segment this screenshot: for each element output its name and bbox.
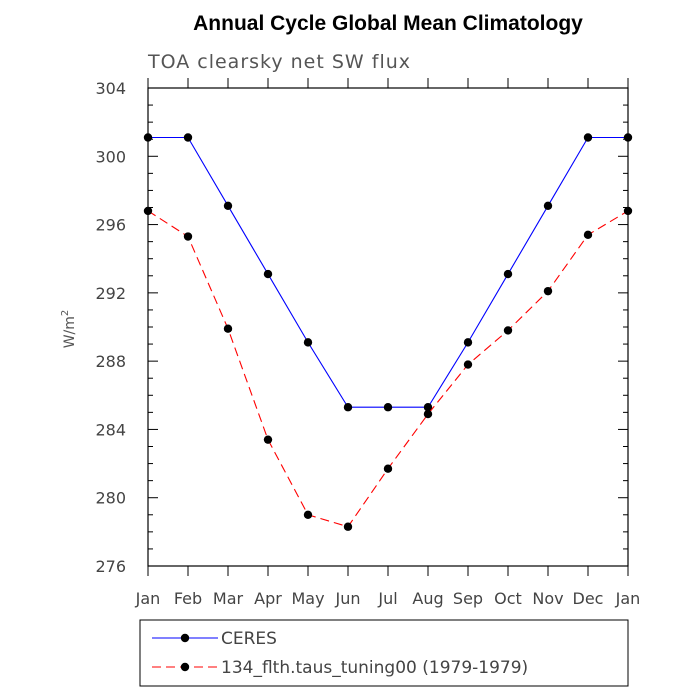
x-tick-label: Jul	[377, 589, 397, 608]
series-point-0	[623, 133, 633, 142]
series-point-1	[183, 232, 193, 241]
legend-marker-0	[180, 633, 190, 643]
y-tick-label: 296	[95, 216, 126, 235]
x-tick-label: Aug	[412, 589, 443, 608]
chart-subtitle: TOA clearsky net SW flux	[147, 51, 411, 73]
series-line-0	[148, 136, 628, 408]
x-tick-label: Sep	[453, 589, 483, 608]
x-tick-label: Apr	[254, 589, 282, 608]
series-point-1	[143, 206, 153, 216]
series-point-1	[223, 324, 233, 333]
series-point-0	[343, 403, 353, 412]
series-point-1	[303, 510, 313, 519]
series-point-0	[423, 403, 433, 412]
y-tick-label: 280	[95, 489, 126, 508]
legend-marker-1	[180, 662, 190, 672]
series-point-0	[183, 133, 193, 142]
series-point-1	[383, 464, 393, 473]
series-point-0	[543, 201, 553, 210]
series-point-0	[143, 133, 153, 142]
series-point-0	[263, 269, 273, 279]
x-tick-label: Feb	[174, 589, 202, 608]
x-tick-label: Jun	[335, 589, 361, 608]
x-tick-label: May	[291, 589, 324, 608]
series-point-1	[423, 409, 433, 419]
series-point-1	[343, 522, 353, 531]
series-point-1	[503, 326, 513, 335]
series-point-1	[623, 206, 633, 216]
series-point-0	[463, 338, 473, 347]
y-tick-label: 288	[95, 352, 126, 371]
series-point-0	[223, 201, 233, 210]
legend-label-0: CERES	[221, 629, 277, 649]
y-axis-label: W/m2	[60, 310, 78, 349]
x-tick-label: Mar	[213, 589, 244, 608]
y-tick-label: 292	[95, 284, 126, 303]
x-tick-label: Oct	[494, 589, 522, 608]
series-point-0	[503, 269, 513, 279]
y-tick-label: 276	[95, 557, 126, 576]
series-point-1	[543, 286, 553, 296]
series-point-1	[463, 360, 473, 369]
series-point-1	[583, 230, 593, 240]
plot-area: 276 280 284 288 292 296 300 304 Jan Feb Mar Apr May J…	[95, 78, 640, 608]
series-point-0	[303, 338, 313, 347]
x-tick-label: Dec	[573, 589, 604, 608]
legend-box	[139, 619, 629, 687]
series-line-1	[147, 210, 629, 528]
y-tick-label: 284	[95, 420, 126, 439]
y-tick-label: 304	[95, 79, 126, 98]
legend-label-1: 134_flth.taus_tuning00 (1979-1979)	[221, 658, 528, 678]
series-point-0	[383, 403, 393, 412]
x-tick-label: Jan	[135, 589, 161, 608]
legend: CERES 134_flth.taus_tuning00 (1979-1979)	[139, 619, 629, 687]
chart-title: Annual Cycle Global Mean Climatology	[193, 12, 583, 35]
series-point-0	[583, 133, 593, 142]
series-point-1	[263, 435, 273, 444]
y-tick-label: 300	[95, 147, 126, 166]
x-tick-label: Nov	[532, 589, 563, 608]
plot-frame	[147, 87, 629, 567]
x-tick-label: Jan	[615, 589, 641, 608]
